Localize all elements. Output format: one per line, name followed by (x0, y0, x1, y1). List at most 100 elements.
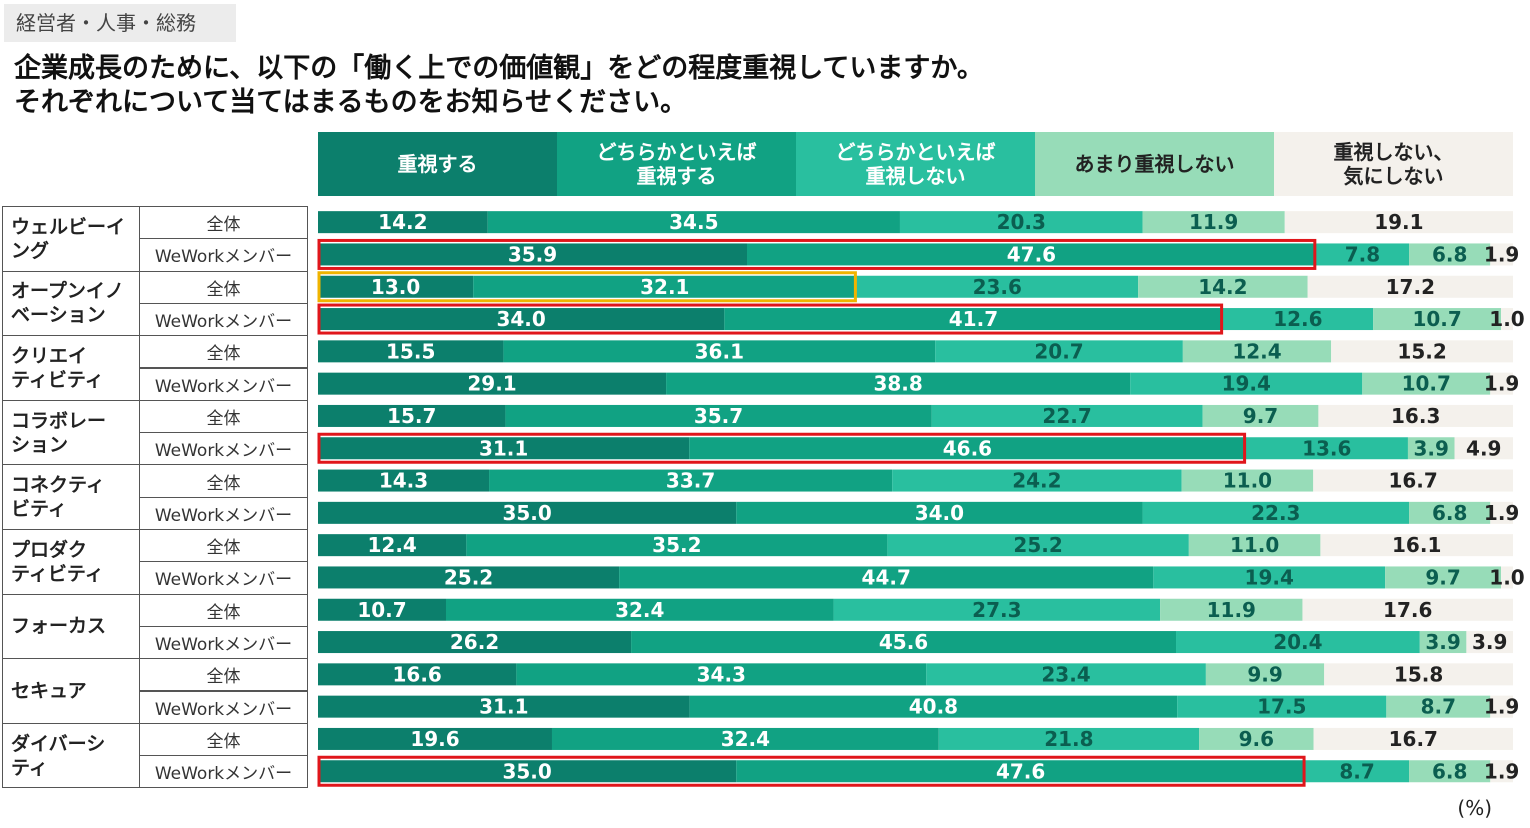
data-label: 11.9 (1207, 598, 1256, 622)
data-label: 19.4 (1245, 565, 1294, 589)
bar-segment (1199, 727, 1314, 750)
data-label: 35.9 (508, 242, 557, 266)
data-label: 22.7 (1042, 404, 1091, 428)
bar-segment (1202, 404, 1319, 427)
data-label: 34.0 (496, 307, 545, 331)
data-label: 13.0 (371, 275, 420, 299)
bar-segment (931, 404, 1203, 427)
highlight-box (317, 271, 857, 303)
data-label: 47.6 (996, 759, 1045, 783)
bar-segment (466, 534, 888, 557)
data-label: 34.3 (697, 662, 746, 686)
bar-segment (318, 211, 488, 234)
data-label: 14.3 (379, 469, 428, 493)
bar-segment (1284, 211, 1513, 234)
group-label: WeWorkメンバー (140, 755, 308, 789)
data-label: 10.7 (1402, 372, 1451, 396)
data-label: 12.4 (367, 533, 416, 557)
data-label: 32.1 (640, 275, 689, 299)
data-label: 35.7 (694, 404, 743, 428)
data-label: 12.6 (1273, 307, 1322, 331)
bar-segment (318, 727, 552, 750)
bar-segment (1205, 663, 1325, 686)
bar-segment (747, 243, 1316, 266)
data-label: 26.2 (450, 630, 499, 654)
data-label: 16.1 (1392, 533, 1441, 557)
bar-segment (1130, 372, 1363, 395)
data-label: 15.5 (386, 339, 435, 363)
bar-segment (1454, 437, 1513, 460)
bar-segment (318, 308, 725, 331)
category-label: ダイバーシ ティ (2, 722, 140, 789)
bar-segment (318, 566, 620, 589)
bar-segment (1305, 760, 1410, 783)
data-label: 31.1 (479, 436, 528, 460)
bar-segment (938, 727, 1200, 750)
bar-segment (833, 598, 1161, 621)
legend-item-4: あまり重視しない (1035, 132, 1274, 196)
data-label: 31.1 (479, 695, 528, 719)
bar-segment (1302, 598, 1513, 621)
bar-segment (926, 663, 1206, 686)
bar-segment (1153, 566, 1386, 589)
bar-segment (1181, 469, 1314, 492)
page-title: 企業成長のために、以下の「働く上での価値観」をどの程度重視していますか。 それぞ… (14, 52, 984, 120)
data-label: 12.4 (1232, 339, 1281, 363)
data-label: 16.6 (393, 662, 442, 686)
bar-segment (1182, 340, 1332, 363)
data-label: 3.9 (1472, 630, 1507, 654)
data-label: 35.2 (652, 533, 701, 557)
data-label: 6.8 (1432, 759, 1467, 783)
data-label: 15.7 (387, 404, 436, 428)
data-label: 23.4 (1041, 662, 1090, 686)
bar-segment (1313, 727, 1513, 750)
bar-segment (724, 308, 1223, 331)
bar-segment (689, 437, 1246, 460)
bar-segment (1373, 308, 1502, 331)
data-label: 9.7 (1425, 565, 1460, 589)
bar-segment (445, 598, 834, 621)
data-label: 6.8 (1432, 242, 1467, 266)
data-label: 1.9 (1484, 695, 1519, 719)
bar-segment (1501, 566, 1513, 589)
bar-segment (489, 469, 893, 492)
data-label: 41.7 (949, 307, 998, 331)
bar-segment (666, 372, 1131, 395)
bar-segment (1160, 598, 1303, 621)
bar-segment (318, 437, 690, 460)
data-label: 20.4 (1273, 630, 1322, 654)
bar-segment (551, 727, 939, 750)
bar-segment (899, 211, 1143, 234)
data-label: 23.6 (973, 275, 1022, 299)
legend-item-3: どちらかといえば 重視しない (796, 132, 1035, 196)
data-label: 1.9 (1484, 501, 1519, 525)
highlight-box (317, 755, 1306, 787)
data-label: 40.8 (909, 695, 958, 719)
category-label: ウェルビーイ ング (2, 206, 140, 272)
bar-segment (1466, 631, 1513, 654)
bar-segment (516, 663, 927, 686)
data-label: 19.1 (1374, 210, 1423, 234)
bar-segment (1409, 243, 1491, 266)
bar-segment (318, 243, 748, 266)
bar-segment (736, 760, 1306, 783)
title-line-2: それぞれについて当てはまるものをお知らせください。 (14, 87, 688, 118)
bar-segment (318, 760, 737, 783)
data-label: 19.4 (1222, 372, 1271, 396)
data-label: 11.0 (1230, 533, 1279, 557)
legend-item-1: 重視する (318, 132, 557, 196)
bar-segment (1409, 501, 1491, 524)
data-label: 11.0 (1223, 469, 1272, 493)
data-label: 17.2 (1386, 275, 1435, 299)
bar-segment (487, 211, 900, 234)
data-label: 6.8 (1432, 501, 1467, 525)
bar-segment (887, 534, 1189, 557)
data-label: 10.7 (1412, 307, 1461, 331)
data-label: 32.4 (721, 727, 770, 751)
bar-segment (318, 534, 467, 557)
bar-segment (1407, 437, 1455, 460)
bar-segment (1490, 501, 1513, 524)
respondent-tag: 経営者・人事・総務 (4, 4, 236, 42)
data-label: 14.2 (1198, 275, 1247, 299)
